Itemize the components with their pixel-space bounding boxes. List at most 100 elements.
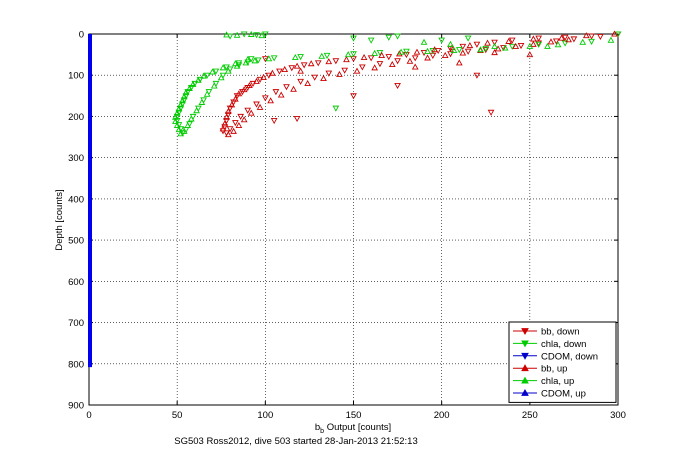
bb-up-point [406,57,414,64]
chla-down-point [367,37,375,44]
bb-up-point [441,51,449,58]
chla-up-point [265,55,273,62]
chla-down-point [261,31,269,38]
bb-down-point [237,113,245,120]
bb-up-point [565,36,572,43]
bb-up-point [360,53,368,61]
chla-up-point [607,36,615,43]
chla-down-point [191,80,199,87]
y-tick-label: 0 [79,30,84,41]
bb-up-point [246,82,253,89]
chla-up-point [244,56,252,63]
legend-box [508,321,617,403]
bb-up-point [231,95,239,102]
y-tick-label: 500 [68,236,84,247]
bb-down-point [332,58,340,65]
bb-down-point [297,78,304,85]
bb-up-point [484,39,491,46]
bb-up-point [455,59,463,66]
bb-down-point [223,118,230,125]
x-axis-label-subscript: b [320,428,324,435]
bb-up-point [491,49,498,56]
bb-down-point [253,101,260,108]
bb-down-point [459,43,467,50]
bb-down-point [482,47,490,54]
chla-down-point [394,33,401,40]
chla-down-point [240,31,248,38]
bb-up-point [247,109,255,116]
chla-up-point [247,30,255,37]
legend-label: chla, up [541,376,574,387]
bb-down-point [473,41,481,48]
y-tick-label: 600 [68,277,84,288]
bb-up-point [240,116,248,123]
legend-marker [521,364,529,372]
bb-down-point [293,115,301,123]
bb-down-point [276,68,283,75]
chla-down-point [177,126,185,133]
chla-down-point [588,38,595,45]
bb-up-point [395,50,403,57]
chla-up-point [173,109,181,116]
bb-up-point [388,60,396,68]
chla-up-point [579,38,587,45]
y-axis-ticks: 0 100 200 300 400 500 600 700 800 900 [68,30,618,412]
y-tick-label: 100 [68,71,84,82]
chla-down-point [561,40,569,47]
bb-up-point [267,97,274,104]
bb-down-point [367,55,375,62]
chla-down-point [332,105,340,112]
bb-up-point [221,120,229,127]
bb-down-point [447,51,454,58]
chla-down-point [253,32,260,39]
bb-up-point [253,77,260,84]
chla-up-point [194,76,202,83]
chla-down-point [196,76,204,83]
bb-up-point [459,49,467,56]
x-tick-label: 0 [86,410,91,421]
y-tick-label: 900 [68,401,84,412]
bb-down-point [270,118,278,125]
chla-up-point [544,42,551,49]
chla-down-point [535,41,543,48]
bb-down-point [325,70,333,77]
chla-down-point [482,45,490,52]
bb-up-point [411,63,419,70]
y-tick-label: 200 [68,112,84,123]
legend-label: chla, down [541,339,586,350]
chla-up-point [554,41,562,48]
bb-up-point [529,40,537,47]
bb-down-point [314,60,322,67]
y-tick-label: 300 [68,153,84,164]
bb-down-point [311,74,319,81]
chla-up-point [233,62,241,69]
chla-down-point [177,105,185,112]
bb-down-point [597,33,604,40]
bb-up-point [558,34,565,41]
bb-down-point [464,48,472,55]
bb-up-point [230,127,237,134]
bb-up-point [235,121,243,129]
y-tick-label: 800 [68,359,84,370]
bb-up-point [505,37,513,44]
chla-down-point [429,47,437,55]
chla-up-point [175,126,183,133]
chla-up-point [173,121,181,129]
bb-up-point [281,65,289,72]
bb-up-point [611,30,618,37]
chla-up-point [186,84,193,91]
bb-up-point [240,86,248,93]
chla-down-point [297,54,304,61]
chla-up-point [210,82,218,89]
chla-up-point [193,107,200,114]
bb-down-point [487,109,495,116]
bb-up-point [448,44,456,51]
bb-up-point [424,54,431,61]
bb-down-point [500,45,507,52]
chla-up-point [344,51,352,58]
bb-down-point [411,55,419,62]
bb-up-point [293,62,301,69]
bb-down-point [561,34,569,41]
chla-up-point [371,49,379,56]
chla-up-point [501,44,509,51]
